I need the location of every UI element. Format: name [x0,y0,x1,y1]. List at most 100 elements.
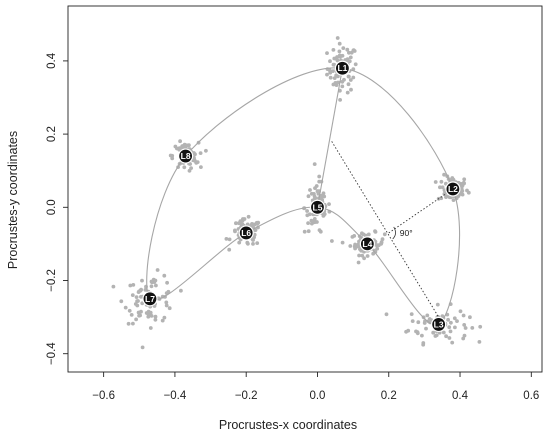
scatter-point-l3 [420,333,424,338]
landmark-marker-l7 [142,291,158,307]
x-tick-label: 0.0 [309,390,325,402]
scatter-point-l7 [131,283,136,287]
scatter-point-l4 [360,231,364,236]
scatter-point-l5 [315,189,320,194]
scatter-point-l3 [452,316,457,321]
scatter-point-l6 [255,221,260,226]
scatter-point-l4 [365,254,370,258]
scatter-point-l8 [170,153,175,158]
scatter-point-l4 [340,240,345,245]
scatter-point-l6 [241,217,245,221]
scatter-point-l1 [345,57,350,61]
scatter-point-l6 [250,222,254,226]
scatter-point-l5 [307,212,312,217]
scatter-point-l6 [233,228,237,233]
scatter-point-l5 [327,202,331,207]
scatter-point-l6 [246,241,250,246]
scatter-point-l5 [321,213,326,218]
scatter-point-l4 [357,253,361,258]
scatter-point-l4 [379,241,384,246]
scatter-point-l2 [439,179,444,184]
scatter-point-l7 [166,289,171,294]
scatter-point-l7 [160,318,165,323]
scatter-point-l1 [325,72,329,77]
scatter-point-l1 [347,50,351,55]
landmark-l2: L2 [445,181,461,197]
outline-path [146,67,461,326]
scatter-point-l1 [349,87,353,92]
scatter-point-l1 [348,55,353,60]
x-tick-label: 0.6 [523,390,539,402]
scatter-point-l1 [351,48,356,52]
landmark-label-l2: L2 [448,184,458,194]
scatter-point-l1 [346,74,351,79]
scatter-point-l4 [362,256,366,261]
scatter-point-l7 [127,308,132,313]
scatter-point-l3 [431,330,436,335]
scatter-point-l2 [462,177,467,182]
scatter-point-l2 [451,198,456,203]
scatter-point-l2 [438,185,442,190]
scatter-point-l7 [165,280,170,285]
scatter-point-l1 [340,84,345,89]
scatter-point-l3 [435,302,440,307]
scatter-point-l4 [373,230,378,234]
scatter-point-l3 [461,336,466,341]
scatter-point-l4 [348,244,353,248]
landmark-marker-l3 [431,316,447,333]
scatter-point-l8 [175,146,179,151]
scatter-point-l7 [153,314,158,319]
scatter-point-l3 [446,317,450,322]
scatter-point-l6 [239,222,244,227]
scatter-point-l5 [306,229,311,234]
landmark-markers: L1 L2 L3 L4 L5 L6 L7 L8 [142,60,461,333]
landmark-marker-l8 [178,148,194,164]
landmark-label-l1: L1 [337,63,347,73]
scatter-point-l8 [193,152,197,157]
x-tick-label: 0.2 [381,390,397,402]
scatter-point-l7 [146,314,151,319]
landmark-label-l4: L4 [362,239,372,249]
scatter-point-l5 [315,220,319,224]
scatter-point-l5 [317,174,322,179]
scatter-point-l7 [146,309,151,314]
scatter-point-l7 [119,299,124,304]
scatter-point-l7 [140,345,145,350]
scatter-point-l4 [382,232,387,237]
landmark-l5: L5 [309,199,326,215]
scatter-point-l3 [414,329,418,334]
scatter-point-l6 [227,237,232,242]
scatter-point-l3 [450,340,455,345]
scatter-point-l5 [330,239,334,243]
scatter-point-l1 [345,90,350,95]
scatter-point-l6 [227,247,232,252]
scatter-point-l8 [178,139,183,144]
scatter-point-l2 [442,172,446,177]
scatter-point-l5 [306,221,310,226]
scatter-point-l7 [129,313,134,317]
scatter-point-l8 [204,148,208,153]
scatter-point-l5 [308,188,312,192]
dotted-perpendicular-line [388,188,454,234]
scatter-point-l5 [306,194,311,199]
scatter-point-l1 [337,41,342,46]
scatter-point-l2 [444,195,448,200]
scatter-point-l7 [162,273,167,278]
scatter-point-l3 [462,333,467,338]
scatter-point-l3 [422,321,427,325]
right-angle-arc [392,226,396,240]
scatter-point-l7 [134,295,139,299]
scatter-point-l3 [447,336,452,340]
x-tick-label: −0.2 [235,390,258,402]
scatter-point-l8 [182,165,187,170]
scatter-point-l8 [199,165,203,170]
scatter-point-l7 [133,302,138,306]
scatter-point-l8 [198,151,203,156]
landmark-label-l6: L6 [241,228,251,238]
y-tick-label: 0.0 [46,199,58,215]
scatter-point-l3 [461,313,466,318]
scatter-point-l2 [439,196,444,201]
scatter-point-l1 [341,46,346,50]
scatter-point-l1 [342,77,346,82]
landmark-marker-l1 [334,60,351,76]
